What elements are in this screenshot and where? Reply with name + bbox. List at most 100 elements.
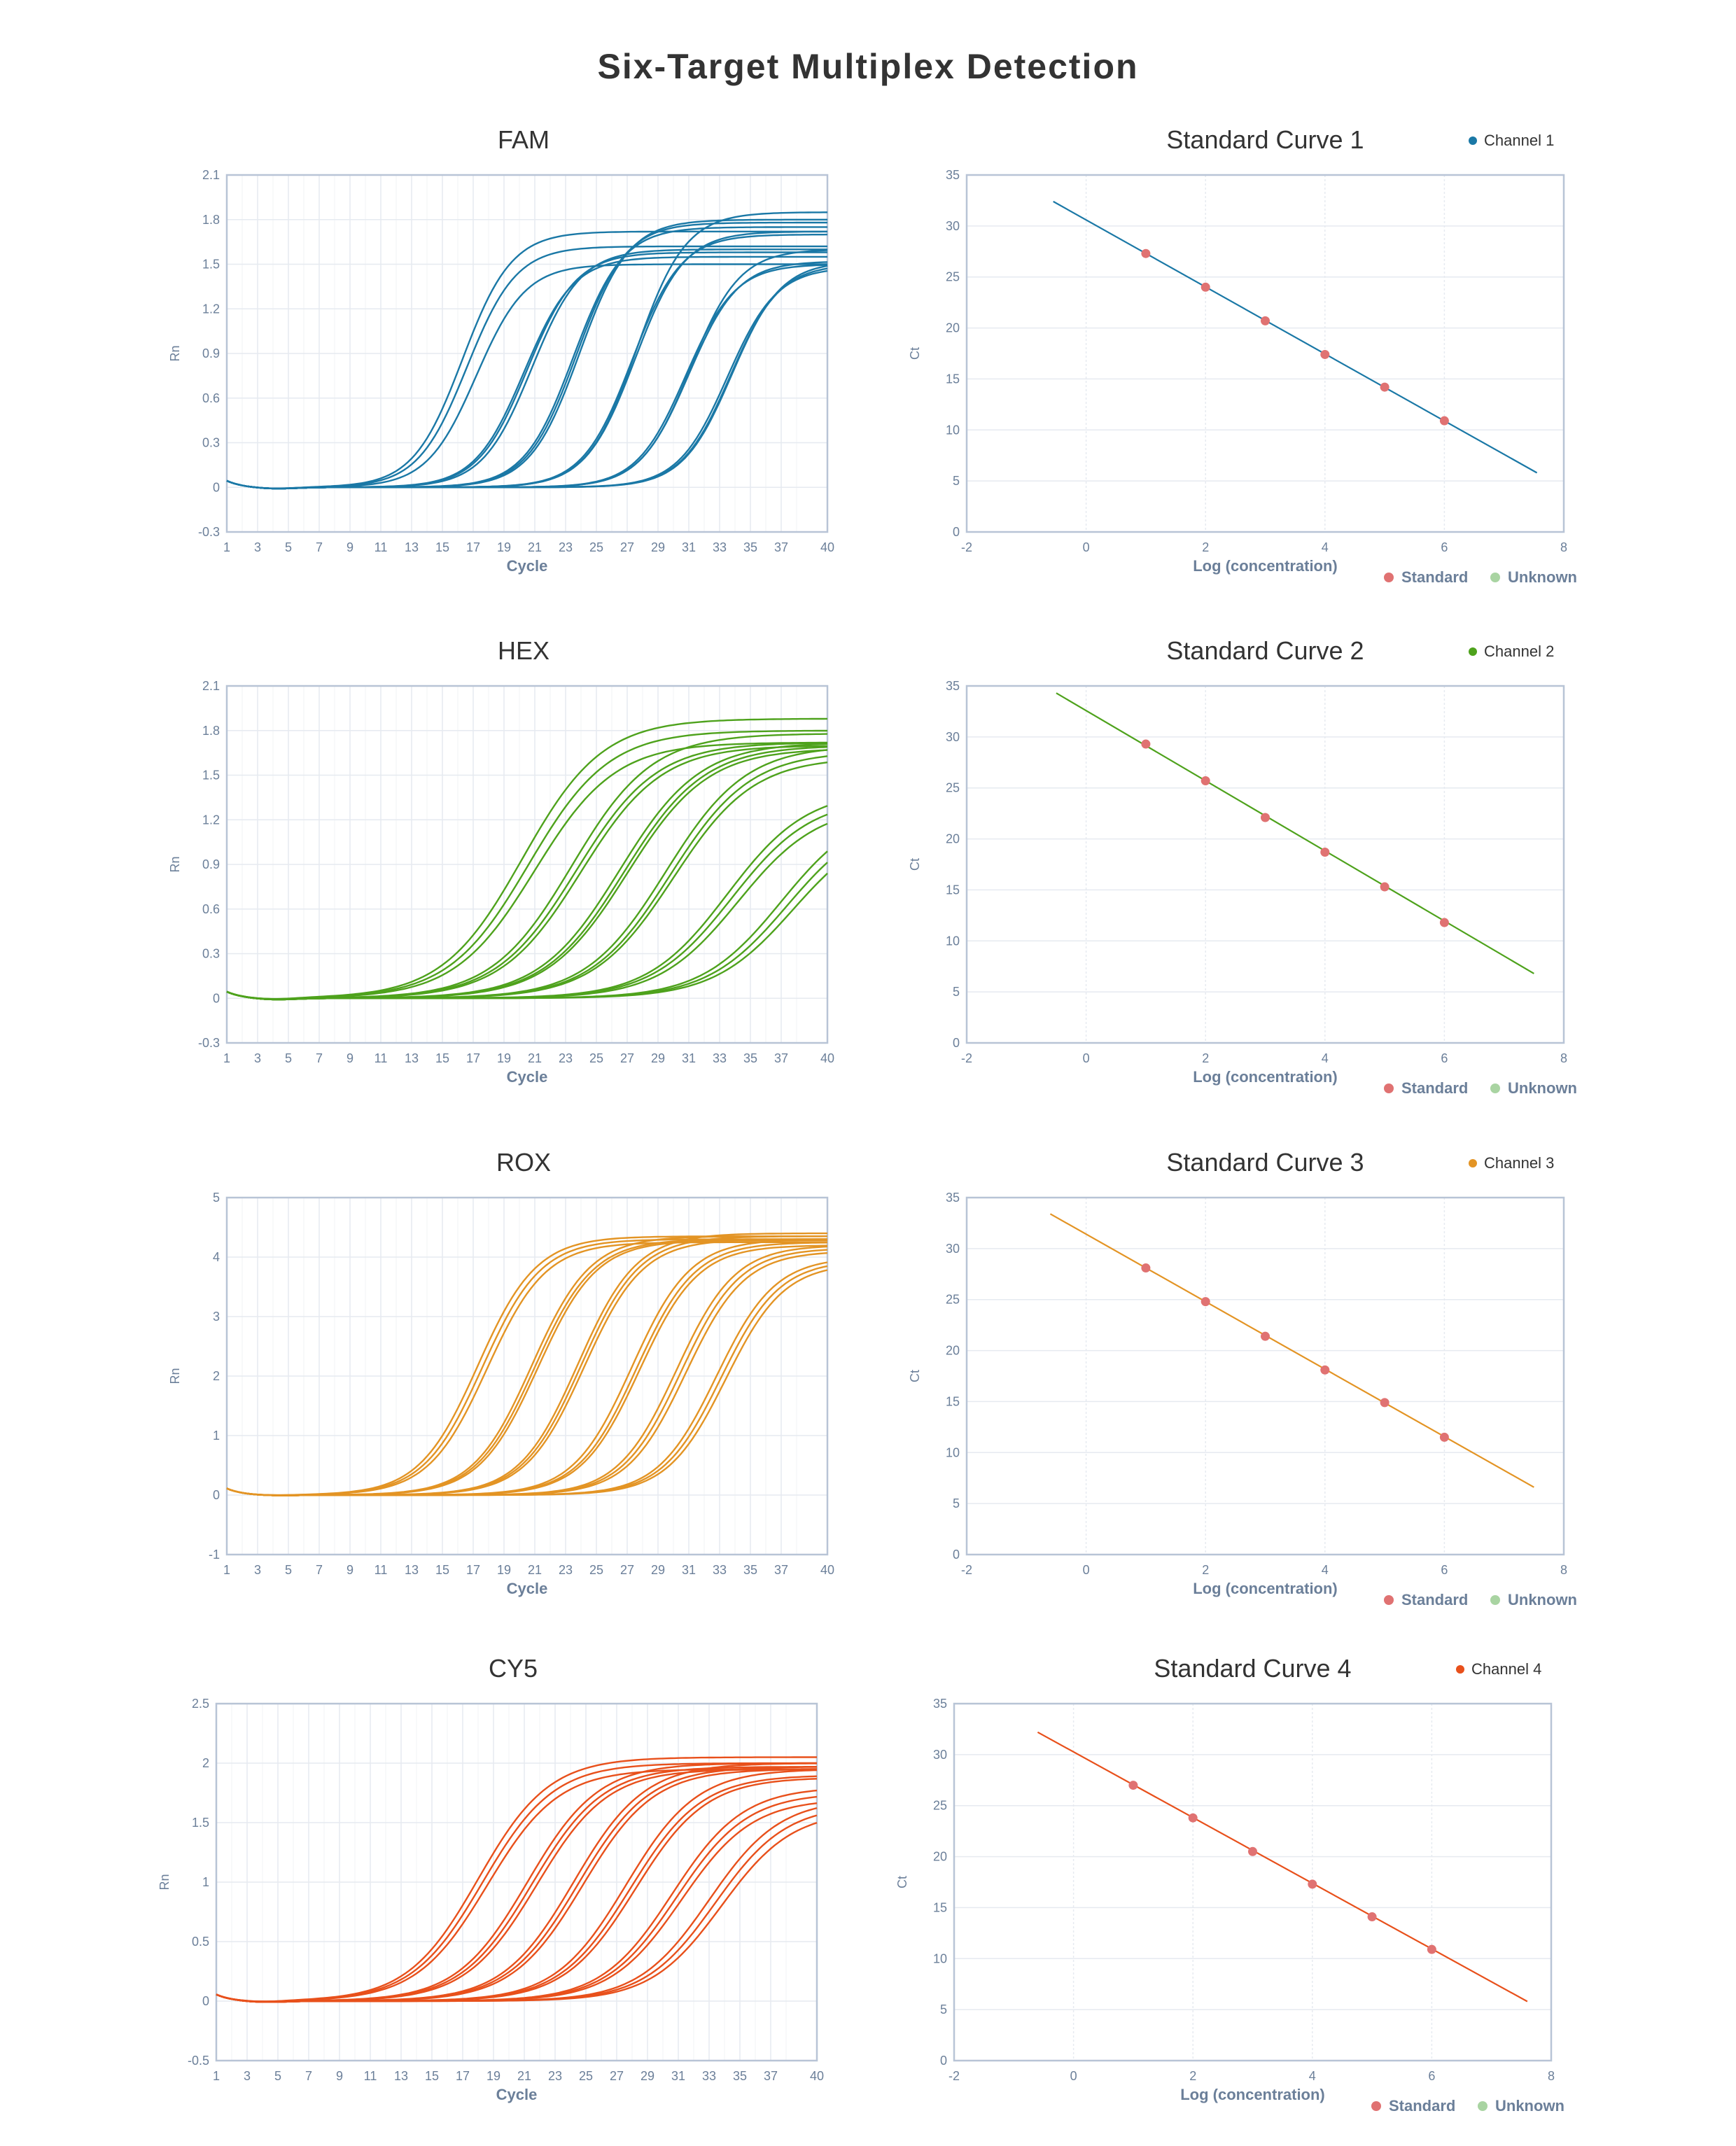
- y-tick-label: 2.1: [202, 679, 220, 693]
- y-tick-label: 0.3: [202, 947, 220, 961]
- y-tick-label: 25: [946, 1293, 960, 1307]
- amplification-curve-6: [226, 745, 827, 1000]
- channel-legend-marker: [1469, 136, 1477, 145]
- x-tick-label: 17: [466, 1051, 480, 1065]
- x-tick-label: 40: [820, 1563, 834, 1577]
- y-tick-label: 4: [213, 1250, 220, 1264]
- x-tick-label: 31: [682, 540, 696, 554]
- x-tick-label: 27: [620, 1563, 634, 1577]
- x-axis-label: Cycle: [507, 1068, 548, 1086]
- x-tick-label: 3: [254, 1051, 261, 1065]
- y-tick-label: 20: [946, 832, 960, 846]
- y-tick-label: 1: [213, 1429, 220, 1443]
- x-tick-label: 9: [336, 2069, 343, 2083]
- y-tick-label: 10: [946, 1445, 960, 1459]
- unknown-legend-marker: [1490, 1595, 1500, 1605]
- y-tick-label: 1.8: [202, 213, 220, 227]
- x-tick-label: 29: [651, 1563, 665, 1577]
- y-tick-label: 0.9: [202, 857, 220, 871]
- page-title: Six-Target Multiplex Detection: [597, 47, 1139, 86]
- x-tick-label: 27: [620, 540, 634, 554]
- x-tick-label: 9: [346, 1051, 354, 1065]
- x-tick-label: 29: [640, 2069, 654, 2083]
- y-tick-label: 20: [933, 1850, 947, 1864]
- amplification-curve-8: [226, 746, 828, 1001]
- standard-point-5: [1380, 882, 1390, 892]
- x-tick-label: 9: [346, 1563, 354, 1577]
- x-tick-label: 11: [364, 2069, 377, 2083]
- standard-point-6: [1439, 1432, 1449, 1442]
- x-tick-label: 37: [764, 2069, 778, 2083]
- x-axis-label: Log (concentration): [1193, 1580, 1338, 1597]
- x-tick-label: 23: [559, 1051, 573, 1065]
- unknown-legend-marker: [1478, 2101, 1488, 2111]
- x-tick-label: 23: [559, 540, 573, 554]
- panel-title: Standard Curve 3: [1166, 1148, 1364, 1177]
- x-tick-label: 27: [610, 2069, 624, 2083]
- x-tick-label: 40: [820, 1051, 834, 1065]
- x-tick-label: 33: [713, 1563, 727, 1577]
- y-tick-label: 1.8: [202, 724, 220, 738]
- unknown-legend-marker: [1490, 1083, 1500, 1093]
- x-tick-label: 0: [1083, 1051, 1090, 1065]
- y-tick-label: -0.3: [198, 1036, 220, 1050]
- y-tick-label: 0.3: [202, 436, 220, 450]
- x-tick-label: 17: [466, 540, 480, 554]
- standard-point-1: [1128, 1781, 1138, 1790]
- x-tick-label: 15: [435, 540, 449, 554]
- x-tick-label: 29: [651, 1051, 665, 1065]
- plot-frame: [953, 1702, 1553, 2062]
- x-tick-label: 13: [405, 1051, 419, 1065]
- panel-title: HEX: [498, 636, 550, 665]
- y-tick-label: 1: [202, 1875, 209, 1889]
- x-tick-label: 19: [486, 2069, 500, 2083]
- x-tick-label: 13: [405, 540, 419, 554]
- standard-point-4: [1308, 1879, 1317, 1889]
- x-tick-label: 35: [733, 2069, 747, 2083]
- y-tick-label: 0: [213, 480, 220, 494]
- y-tick-label: 30: [946, 1242, 960, 1256]
- x-tick-label: 4: [1322, 1563, 1329, 1577]
- x-tick-label: 23: [548, 2069, 562, 2083]
- x-tick-label: 2: [1189, 2069, 1196, 2083]
- x-tick-label: 5: [285, 1051, 292, 1065]
- channel-legend-marker: [1469, 1159, 1477, 1167]
- y-tick-label: 0: [953, 525, 960, 539]
- fit-line: [1049, 1213, 1534, 1488]
- y-tick-label: 0.5: [192, 1935, 209, 1949]
- channel-legend-marker: [1456, 1665, 1464, 1674]
- y-tick-label: 1.2: [202, 813, 220, 827]
- standard-point-6: [1427, 1944, 1436, 1954]
- x-tick-label: 7: [316, 1051, 323, 1065]
- x-tick-label: -2: [961, 1051, 972, 1065]
- x-tick-label: 17: [456, 2069, 470, 2083]
- y-tick-label: 35: [946, 1191, 960, 1205]
- y-tick-label: 0.6: [202, 902, 220, 916]
- y-tick-label: 0: [953, 1548, 960, 1562]
- x-tick-label: 21: [528, 1563, 542, 1577]
- standard-point-2: [1200, 282, 1210, 292]
- y-tick-label: 20: [946, 321, 960, 335]
- amplification-curve-18: [226, 265, 828, 490]
- standard-point-5: [1380, 1398, 1390, 1408]
- x-tick-label: 7: [305, 2069, 312, 2083]
- unknown-legend-label: Unknown: [1495, 2097, 1564, 2115]
- standard-point-5: [1380, 382, 1390, 392]
- x-tick-label: 25: [589, 1051, 603, 1065]
- y-tick-label: 5: [213, 1191, 220, 1205]
- x-tick-label: 8: [1560, 1051, 1567, 1065]
- y-tick-label: 1.5: [192, 1816, 209, 1830]
- x-tick-label: 5: [274, 2069, 281, 2083]
- y-axis-label: Rn: [168, 1368, 182, 1384]
- x-tick-label: 2: [1202, 540, 1209, 554]
- x-tick-label: 37: [774, 1563, 788, 1577]
- x-tick-label: 7: [316, 540, 323, 554]
- x-axis-label: Cycle: [507, 557, 548, 575]
- plot-frame: [965, 174, 1565, 533]
- x-tick-label: 33: [702, 2069, 716, 2083]
- x-axis-label: Cycle: [507, 1580, 548, 1597]
- fit-line: [1037, 1731, 1528, 2003]
